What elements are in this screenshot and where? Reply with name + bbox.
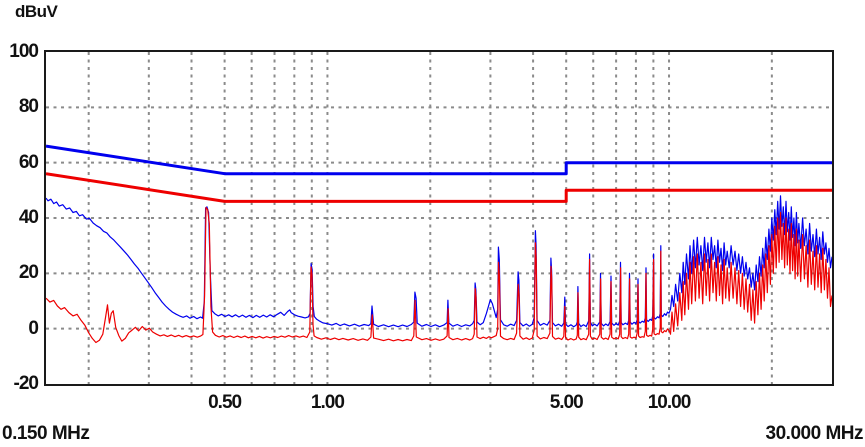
x-tick-label: 10.00 — [647, 392, 692, 413]
y-tick-label: 40 — [18, 207, 39, 228]
y-tick-label: -20 — [13, 373, 39, 394]
quasi-peak-limit-line — [46, 144, 832, 176]
x-tick-label: 0.50 — [208, 392, 242, 413]
y-axis-unit-label: dBuV — [15, 2, 58, 21]
y-tick-label: 0 — [28, 317, 39, 339]
average-limit-line — [46, 172, 832, 203]
x-axis-start-label: 0.150 MHz — [2, 423, 90, 444]
x-tick-label: 5.00 — [549, 392, 584, 413]
plot-svg — [46, 52, 832, 384]
x-axis-end-label: 30.000 MHz — [765, 423, 864, 444]
plot-area — [44, 50, 834, 386]
y-tick-label: 20 — [18, 262, 39, 284]
y-tick-label: 60 — [18, 151, 39, 173]
y-tick-label: 80 — [18, 96, 39, 118]
average-trace-line — [46, 206, 832, 344]
x-tick-label: 1.00 — [310, 392, 345, 413]
peak-trace-line — [46, 195, 832, 328]
y-tick-label: 100 — [9, 41, 39, 62]
